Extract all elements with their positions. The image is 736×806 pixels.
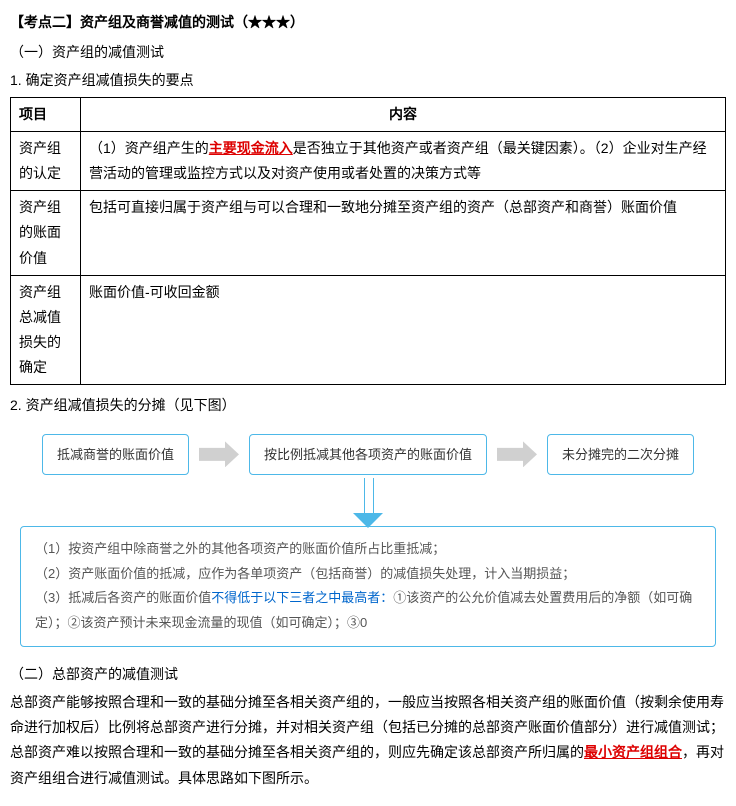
th-item: 项目	[11, 97, 81, 131]
cell-key: 资产组总减值损失的确定	[11, 275, 81, 385]
cell-key: 资产组的认定	[11, 131, 81, 190]
detail-line-3: （3）抵减后各资产的账面价值不得低于以下三者之中最高者：①该资产的公允价值减去处…	[35, 586, 701, 635]
arrow-down-icon	[353, 478, 383, 528]
th-content: 内容	[81, 97, 726, 131]
arrow-right-icon	[199, 441, 239, 467]
table-row: 资产组的认定 （1）资产组产生的主要现金流入是否独立于其他资产或者资产组（最关键…	[11, 131, 726, 190]
flow-box-2: 按比例抵减其他各项资产的账面价值	[249, 434, 487, 475]
cell-key: 资产组的账面价值	[11, 191, 81, 276]
flow-box-3: 未分摊完的二次分摊	[547, 434, 694, 475]
text-highlight-red: 最小资产组组合	[584, 744, 682, 760]
arrow-down-wrap	[10, 478, 726, 528]
table-row: 资产组的账面价值 包括可直接归属于资产组与可以合理和一致地分摊至资产组的资产（总…	[11, 191, 726, 276]
detail-line-1: （1）按资产组中除商誉之外的其他各项资产的账面价值所占比重抵减；	[35, 537, 701, 562]
detail-box: （1）按资产组中除商誉之外的其他各项资产的账面价值所占比重抵减； （2）资产账面…	[20, 526, 716, 647]
heading-sub2: （二）总部资产的减值测试	[10, 662, 726, 687]
table-row: 资产组总减值损失的确定 账面价值-可收回金额	[11, 275, 726, 385]
heading-sub1-1: 1. 确定资产组减值损失的要点	[10, 68, 726, 93]
flow-diagram: 抵减商誉的账面价值 按比例抵减其他各项资产的账面价值 未分摊完的二次分摊	[10, 434, 726, 475]
cell-value: （1）资产组产生的主要现金流入是否独立于其他资产或者资产组（最关键因素）。（2）…	[81, 131, 726, 190]
cell-value: 包括可直接归属于资产组与可以合理和一致地分摊至资产组的资产（总部资产和商誉）账面…	[81, 191, 726, 276]
table-keypoints: 项目 内容 资产组的认定 （1）资产组产生的主要现金流入是否独立于其他资产或者资…	[10, 97, 726, 386]
flow-box-1: 抵减商誉的账面价值	[42, 434, 189, 475]
text-highlight-blue: 不得低于以下三者之中最高者：	[211, 590, 393, 605]
heading-sub2-1: 2. 资产组减值损失的分摊（见下图）	[10, 393, 726, 418]
text-pre: （3）抵减后各资产的账面价值	[35, 590, 211, 605]
text-pre: （1）资产组产生的	[89, 140, 209, 156]
cell-value: 账面价值-可收回金额	[81, 275, 726, 385]
heading-main: 【考点二】资产组及商誉减值的测试（★★★）	[10, 10, 726, 35]
arrow-right-icon	[497, 441, 537, 467]
heading-sub1: （一）资产组的减值测试	[10, 40, 726, 65]
text-highlight-red: 主要现金流入	[209, 140, 293, 156]
table-header-row: 项目 内容	[11, 97, 726, 131]
detail-line-2: （2）资产账面价值的抵减，应作为各单项资产（包括商誉）的减值损失处理，计入当期损…	[35, 562, 701, 587]
paragraph-hq-assets: 总部资产能够按照合理和一致的基础分摊至各相关资产组的，一般应当按照各相关资产组的…	[10, 690, 726, 791]
